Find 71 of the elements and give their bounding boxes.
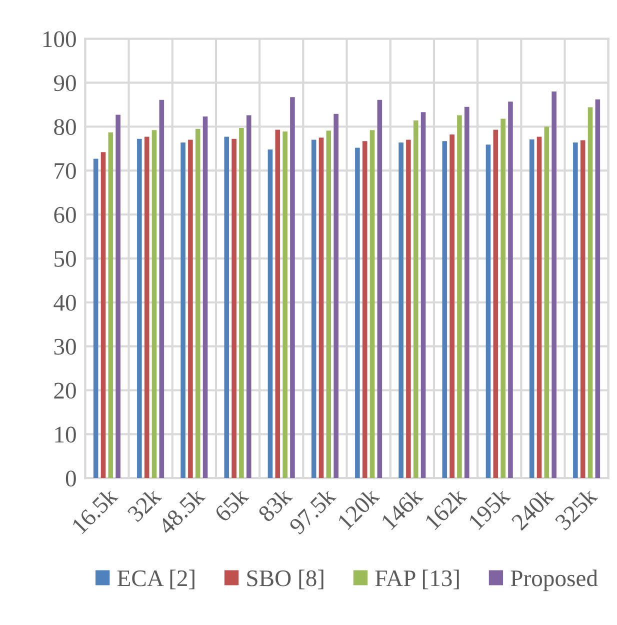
bar (137, 138, 142, 478)
y-tick-label: 80 (54, 119, 76, 136)
bar (195, 128, 200, 478)
bar (573, 142, 578, 478)
x-tick-label: 120k (336, 486, 380, 530)
legend-label: FAP [13] (375, 570, 459, 590)
y-tick-label: 40 (54, 294, 76, 311)
bar (536, 136, 542, 478)
bar (450, 134, 454, 478)
x-tick-label: 195k (467, 486, 512, 530)
y-tick-label: 90 (54, 75, 76, 92)
bar (326, 130, 332, 478)
bar (529, 139, 534, 478)
bar (442, 141, 448, 478)
bar (202, 116, 208, 478)
y-tick-label: 10 (55, 426, 76, 443)
bar (500, 118, 506, 478)
y-tick-label: 70 (54, 163, 76, 179)
bar (544, 126, 550, 478)
x-tick-label: 162k (424, 486, 468, 530)
bar (508, 102, 513, 478)
bar (152, 130, 157, 478)
legend-label: ECA [2] (117, 570, 194, 590)
legend-label: SBO [8] (247, 570, 324, 590)
y-tick-label: 30 (54, 338, 76, 355)
bar (580, 140, 586, 478)
y-tick-label: 60 (54, 206, 76, 223)
bar (232, 138, 236, 478)
x-tick-label: 65k (213, 486, 250, 523)
bar (180, 142, 186, 478)
bar (406, 140, 411, 478)
bar (239, 128, 244, 478)
bar (486, 144, 491, 478)
legend-label: Proposed (510, 570, 598, 592)
bar (457, 115, 462, 478)
x-tick-label: 146k (380, 486, 424, 530)
y-tick-label: 20 (54, 382, 76, 399)
bar (595, 99, 600, 478)
bar (282, 131, 288, 478)
bar (108, 132, 114, 478)
x-tick-label: 325k (554, 486, 598, 531)
x-tick-label: 32k (126, 486, 162, 522)
bar (334, 114, 338, 478)
x-tick-label: 240k (510, 486, 555, 531)
bar (370, 130, 375, 478)
bar (188, 140, 193, 478)
bar (93, 158, 98, 478)
bar (246, 115, 252, 478)
bar (413, 120, 418, 478)
bar (493, 130, 498, 478)
bar (275, 130, 280, 478)
bar (144, 136, 150, 478)
y-tick-label: 100 (43, 31, 76, 48)
bar (398, 142, 404, 478)
bar (552, 91, 556, 478)
bar (464, 106, 470, 478)
y-tick-label: 50 (54, 250, 76, 267)
bar (362, 141, 368, 478)
bar (420, 112, 426, 478)
bar (159, 100, 164, 478)
bar (355, 148, 360, 478)
bar (377, 100, 382, 478)
bar (116, 114, 120, 478)
bar (268, 149, 273, 478)
bar (290, 97, 295, 478)
y-tick-label: 0 (66, 470, 76, 487)
bar (588, 107, 593, 478)
bar (318, 138, 324, 478)
bar (224, 136, 230, 478)
bar (311, 140, 316, 478)
bar (100, 152, 106, 478)
